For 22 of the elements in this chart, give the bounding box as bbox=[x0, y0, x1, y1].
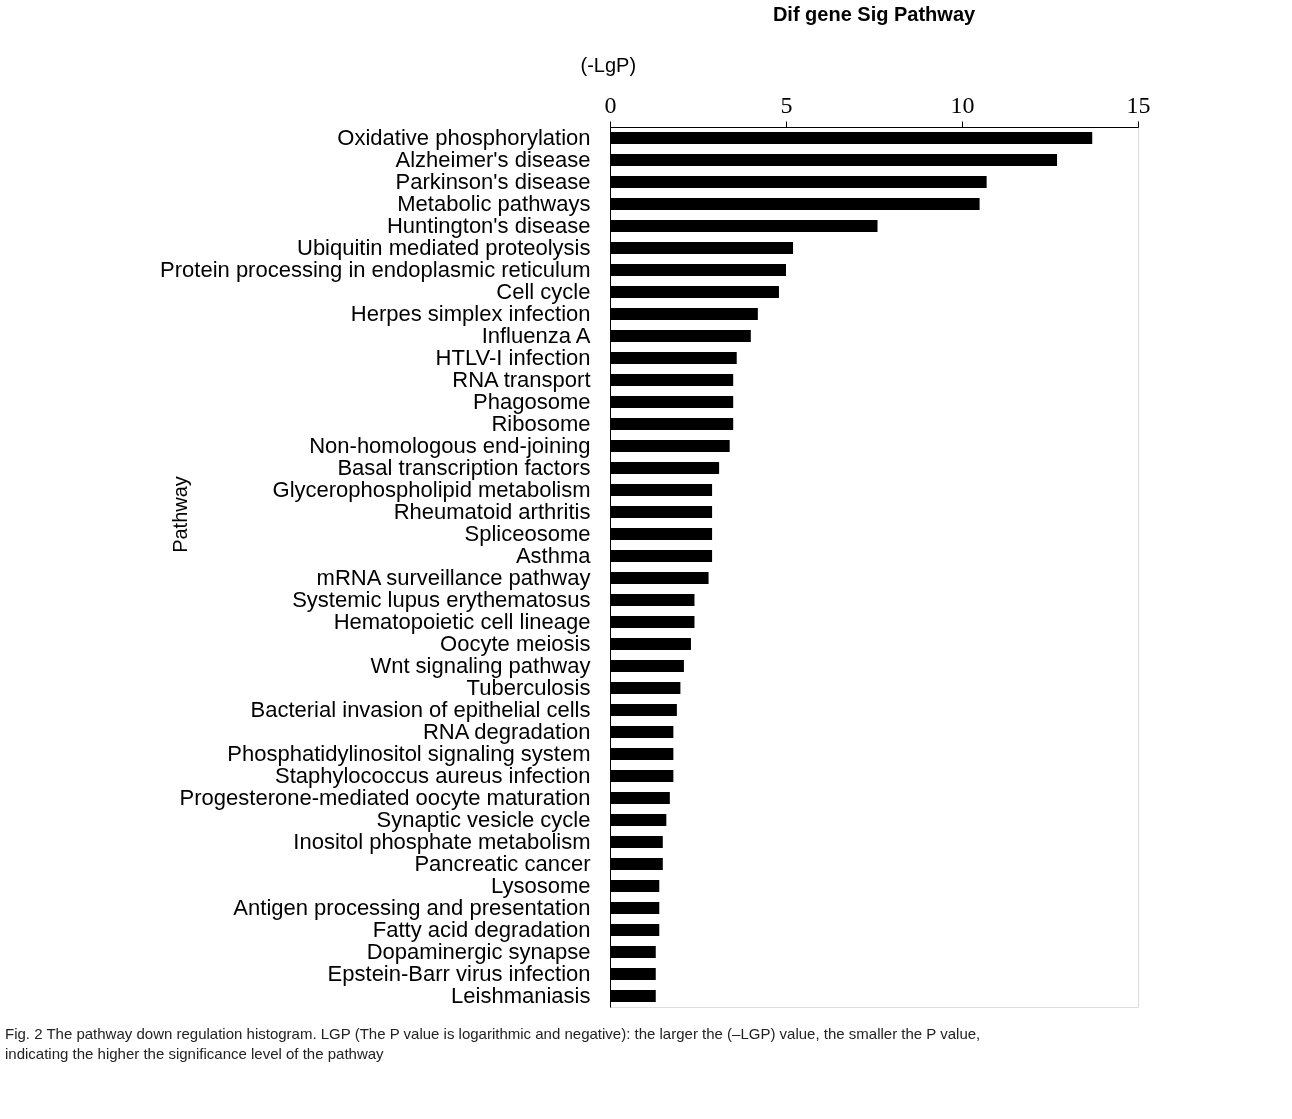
y-tick-label: mRNA surveillance pathway bbox=[316, 565, 591, 590]
y-tick-label: RNA transport bbox=[452, 367, 591, 392]
x-tick-label: 5 bbox=[780, 91, 793, 118]
caption: Fig. 2 The pathway down regulation histogram. LGP (The P value is logarithmic and negative): the larger the (–LGP) value, the smaller the P value, indicating the higher the significance level of the pathway bbox=[5, 1025, 981, 1062]
y-tick-label: HTLV-I infection bbox=[435, 345, 591, 370]
y-tick-label: Non-homologous end-joining bbox=[309, 433, 591, 458]
y-tick-label: Influenza A bbox=[481, 323, 591, 348]
y-tick-label: Metabolic pathways bbox=[397, 191, 591, 216]
y-tick-label: Cell cycle bbox=[496, 279, 591, 304]
y-tick-label: Lysosome bbox=[491, 873, 591, 898]
y-tick-label: Oxidative phosphorylation bbox=[337, 125, 591, 150]
y-tick-label: Bacterial invasion of epithelial cells bbox=[250, 697, 591, 722]
y-axis-title: Pathway bbox=[168, 476, 191, 553]
x-tick-label: 15 bbox=[1126, 91, 1151, 118]
x-tick-label: 10 bbox=[950, 91, 975, 118]
x-tick-label: 0 bbox=[604, 91, 617, 118]
x-axis-title: (-LgP) bbox=[580, 53, 637, 76]
y-tick-label: Parkinson's disease bbox=[395, 169, 591, 194]
y-tick-label: Asthma bbox=[515, 543, 592, 568]
chart-title: Dif gene Sig Pathway bbox=[772, 3, 977, 25]
y-tick-label: Spliceosome bbox=[464, 521, 591, 546]
y-tick-label: Leishmaniasis bbox=[451, 983, 591, 1008]
